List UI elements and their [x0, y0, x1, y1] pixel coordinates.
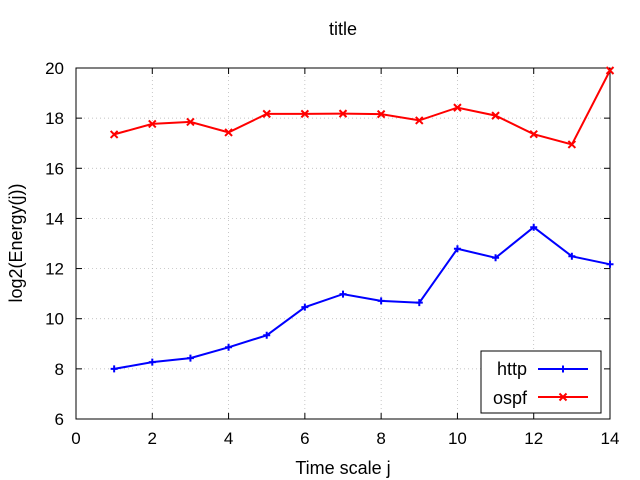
ospf-data-point: [300, 109, 310, 119]
series-ospf: [109, 66, 615, 149]
y-axis-label: log2(Energy(j)): [6, 183, 26, 302]
ospf-line: [113, 70, 611, 146]
x-tick-label: 12: [524, 429, 543, 448]
y-tick-label: 16: [45, 159, 64, 178]
ospf-data-point: [453, 103, 462, 112]
http-data-point: [568, 252, 576, 260]
ospf-data-point: [224, 128, 233, 137]
series-http: [110, 223, 614, 373]
x-tick-label: 0: [71, 429, 80, 448]
ospf-data-point: [415, 116, 424, 125]
ospf-data-point: [529, 129, 538, 139]
ospf-data-point: [109, 130, 119, 139]
legend-label-http: http: [497, 359, 527, 379]
x-axis-label: Time scale j: [295, 458, 390, 478]
plot-frame: [75, 67, 611, 420]
y-tick-label: 6: [55, 410, 64, 429]
http-data-point: [377, 297, 385, 305]
legend-box: [480, 350, 602, 414]
http-data-point: [415, 299, 423, 307]
chart-title: title: [329, 19, 357, 39]
ospf-data-point: [186, 117, 195, 127]
http-data-point: [453, 245, 461, 253]
ospf-data-point: [491, 111, 500, 120]
ospf-data-point: [262, 109, 271, 119]
y-tick-label: 10: [45, 310, 64, 329]
ospf-data-point: [148, 119, 157, 129]
ospf-data-point: [567, 140, 577, 149]
legend-marker-ospf: [558, 392, 568, 402]
http-data-point: [148, 358, 156, 366]
x-tick-label: 4: [224, 429, 233, 448]
ospf-data-point: [376, 109, 386, 119]
x-tick-label: 10: [448, 429, 467, 448]
x-tick-label: 8: [376, 429, 385, 448]
y-tick-label: 20: [45, 59, 64, 78]
http-line: [113, 225, 611, 370]
legend-swatches: [538, 365, 588, 402]
y-tick-label: 12: [45, 260, 64, 279]
axis-ticks: 0 2 4 6 8 10 12 14 6 8 10 12 14 16 18 20: [45, 59, 619, 448]
y-tick-label: 8: [55, 360, 64, 379]
x-tick-label: 14: [601, 429, 620, 448]
legend-marker-http: [559, 365, 567, 373]
legend: http ospf: [480, 350, 602, 414]
http-data-point: [301, 303, 309, 311]
ospf-data-point: [338, 109, 348, 118]
series-layer: [109, 66, 615, 373]
legend-label-ospf: ospf: [493, 388, 528, 408]
http-data-point: [263, 331, 271, 339]
http-data-point: [492, 254, 500, 262]
y-tick-label: 18: [45, 109, 64, 128]
http-data-point: [530, 223, 538, 231]
http-data-point: [339, 290, 347, 298]
x-tick-label: 6: [300, 429, 309, 448]
http-data-point: [110, 365, 118, 373]
ospf-data-point: [605, 66, 615, 75]
x-tick-label: 2: [148, 429, 157, 448]
http-data-point: [225, 343, 233, 351]
y-tick-label: 14: [45, 209, 64, 228]
http-data-point: [186, 354, 194, 362]
http-data-point: [606, 260, 614, 268]
